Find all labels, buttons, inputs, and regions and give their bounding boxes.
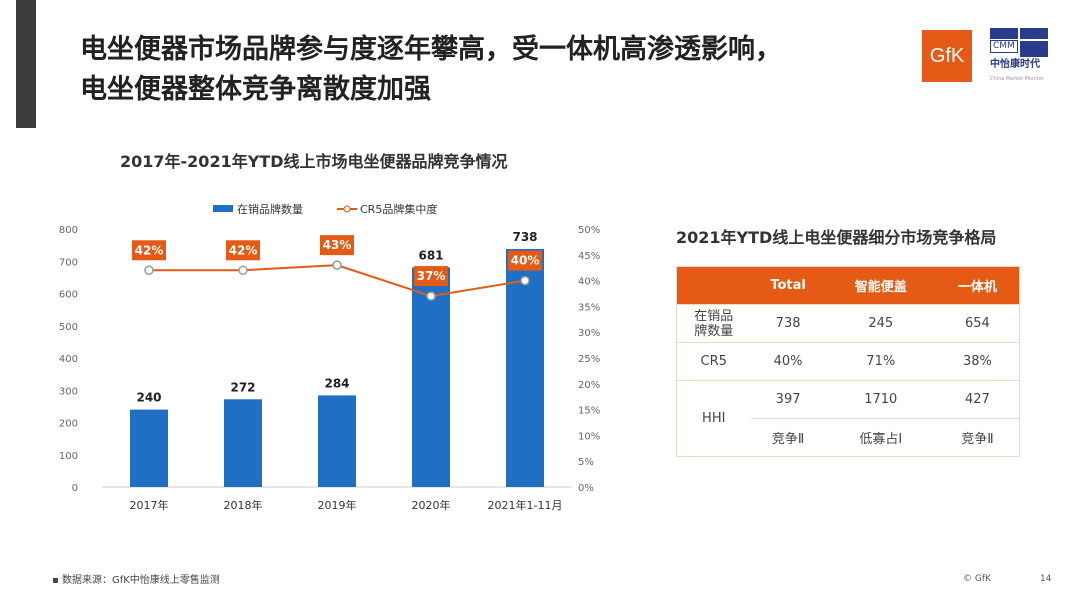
header-cell: 一体机 xyxy=(935,266,1020,305)
x-tick-label: 2019年 xyxy=(318,498,357,512)
cell: 71% xyxy=(825,342,936,381)
bar xyxy=(224,399,262,487)
line-point xyxy=(332,260,342,270)
copyright: © GfK xyxy=(963,574,991,584)
title-line: 电坐便器整体竞争离散度加强 xyxy=(80,74,431,105)
y-tick-label: 700 xyxy=(59,257,78,268)
y-tick-label: 500 xyxy=(59,322,78,333)
line-label-box xyxy=(132,240,166,261)
line-label: 40% xyxy=(511,254,540,268)
x-tick-label: 2020年 xyxy=(412,498,451,512)
x-tick-label: 2017年 xyxy=(130,498,169,512)
cell: 40% xyxy=(750,342,826,381)
y2-tick-label: 30% xyxy=(578,328,600,339)
header-cell: Total xyxy=(750,266,826,305)
title-line: 电坐便器市场品牌参与度逐年攀高，受一体机高渗透影响， xyxy=(80,34,782,65)
y-tick-label: 800 xyxy=(59,225,78,236)
line-point xyxy=(520,275,530,286)
y-tick-label: 100 xyxy=(59,451,78,462)
y-tick-label: 400 xyxy=(59,354,78,365)
source-text: 数据来源：GfK中怡康线上零售监测 xyxy=(61,575,220,586)
bar xyxy=(130,409,168,487)
line-point xyxy=(426,291,436,301)
table-row: 在销品牌数量 738 245 654 xyxy=(676,304,1020,343)
cell: 245 xyxy=(825,304,936,343)
data-source: ▪ 数据来源：GfK中怡康线上零售监测 xyxy=(52,575,220,586)
cmm-text: CMM xyxy=(990,40,1018,53)
table-title: 2021年YTD线上电坐便器细分市场竞争格局 xyxy=(676,228,997,247)
line-label: 42% xyxy=(135,243,164,257)
bar-label: 738 xyxy=(512,230,537,244)
y2-tick-label: 45% xyxy=(578,251,600,262)
y2-tick-label: 15% xyxy=(578,406,600,417)
line-label-box xyxy=(414,266,448,287)
y-tick-label: 0 xyxy=(72,483,78,494)
bar xyxy=(318,395,356,487)
x-tick-label: 2018年 xyxy=(224,498,263,512)
cell: 397 xyxy=(750,380,826,419)
cell: 竞争Ⅱ xyxy=(935,418,1020,457)
bar xyxy=(506,248,544,487)
y-tick-label: 300 xyxy=(59,386,78,397)
x-tick-label: 2021年1-11月 xyxy=(488,498,563,512)
cell: 竞争Ⅱ xyxy=(750,418,826,457)
y2-tick-label: 50% xyxy=(578,225,600,236)
page-title: 电坐便器市场品牌参与度逐年攀高，受一体机高渗透影响， 电坐便器整体竞争离散度加强 xyxy=(80,30,782,110)
cmm-en-text: China Market Monitor xyxy=(990,76,1044,82)
y2-tick-label: 25% xyxy=(578,354,600,365)
segment-table: Total 智能便盖 一体机 在销品牌数量 738 245 654 CR5 40… xyxy=(676,266,1020,457)
header-cell xyxy=(676,266,751,305)
line-label-box xyxy=(320,235,354,256)
legend-bar-label: 在销品牌数量 xyxy=(237,202,303,216)
cell: 低寡占Ⅰ xyxy=(825,418,936,457)
line-point xyxy=(144,265,154,276)
line-point xyxy=(238,265,248,276)
bar-label: 272 xyxy=(230,380,255,394)
brand-competition-chart: 0 100 200 300 400 500 600 700 800 0% 5% 10% 15% 20% 25… xyxy=(59,202,600,512)
gfk-logo: GfK xyxy=(922,30,972,82)
y-tick-label: 200 xyxy=(59,419,78,430)
y2-tick-label: 40% xyxy=(578,277,600,288)
cell: 427 xyxy=(935,380,1020,419)
chart-title: 2017年-2021年YTD线上市场电坐便器品牌竞争情况 xyxy=(120,152,508,171)
table-header: Total 智能便盖 一体机 xyxy=(676,266,1020,305)
bar-label: 240 xyxy=(136,391,161,405)
y-tick-label: 600 xyxy=(59,290,78,301)
legend-line-marker xyxy=(343,205,351,213)
line-label: 43% xyxy=(323,238,352,252)
cell: 38% xyxy=(935,342,1020,381)
row-label: HHI xyxy=(676,380,751,457)
cmm-logo: CMM 中怡康时代 China Market Monitor xyxy=(990,28,1048,86)
cell: 654 xyxy=(935,304,1020,343)
y2-tick-label: 0% xyxy=(578,483,594,494)
table-row: 竞争Ⅱ 低寡占Ⅰ 竞争Ⅱ xyxy=(677,418,1020,457)
row-label: 在销品牌数量 xyxy=(676,304,751,343)
legend-bar-swatch xyxy=(213,205,233,212)
row-label: CR5 xyxy=(676,342,751,381)
cmm-cn-text: 中怡康时代 xyxy=(990,59,1040,70)
table-row: HHI 397 1710 427 xyxy=(676,380,1020,457)
bar-label: 681 xyxy=(418,248,443,262)
bar-label: 284 xyxy=(324,376,349,390)
y2-tick-label: 20% xyxy=(578,380,600,391)
y2-tick-label: 35% xyxy=(578,302,600,313)
cell: 1710 xyxy=(825,380,936,419)
cell: 738 xyxy=(750,304,826,343)
y2-tick-label: 5% xyxy=(578,457,594,468)
header-cell: 智能便盖 xyxy=(825,266,936,305)
y2-tick-label: 10% xyxy=(578,431,600,442)
table-row: CR5 40% 71% 38% xyxy=(676,342,1020,381)
bar xyxy=(412,267,450,487)
page-number: 14 xyxy=(1040,574,1052,584)
line-label: 37% xyxy=(417,269,446,283)
legend-line-label: CR5品牌集中度 xyxy=(360,202,437,216)
accent-bar xyxy=(16,0,36,128)
line-label-box xyxy=(508,250,542,271)
line-label: 42% xyxy=(229,243,258,257)
line-label-box xyxy=(226,240,260,261)
